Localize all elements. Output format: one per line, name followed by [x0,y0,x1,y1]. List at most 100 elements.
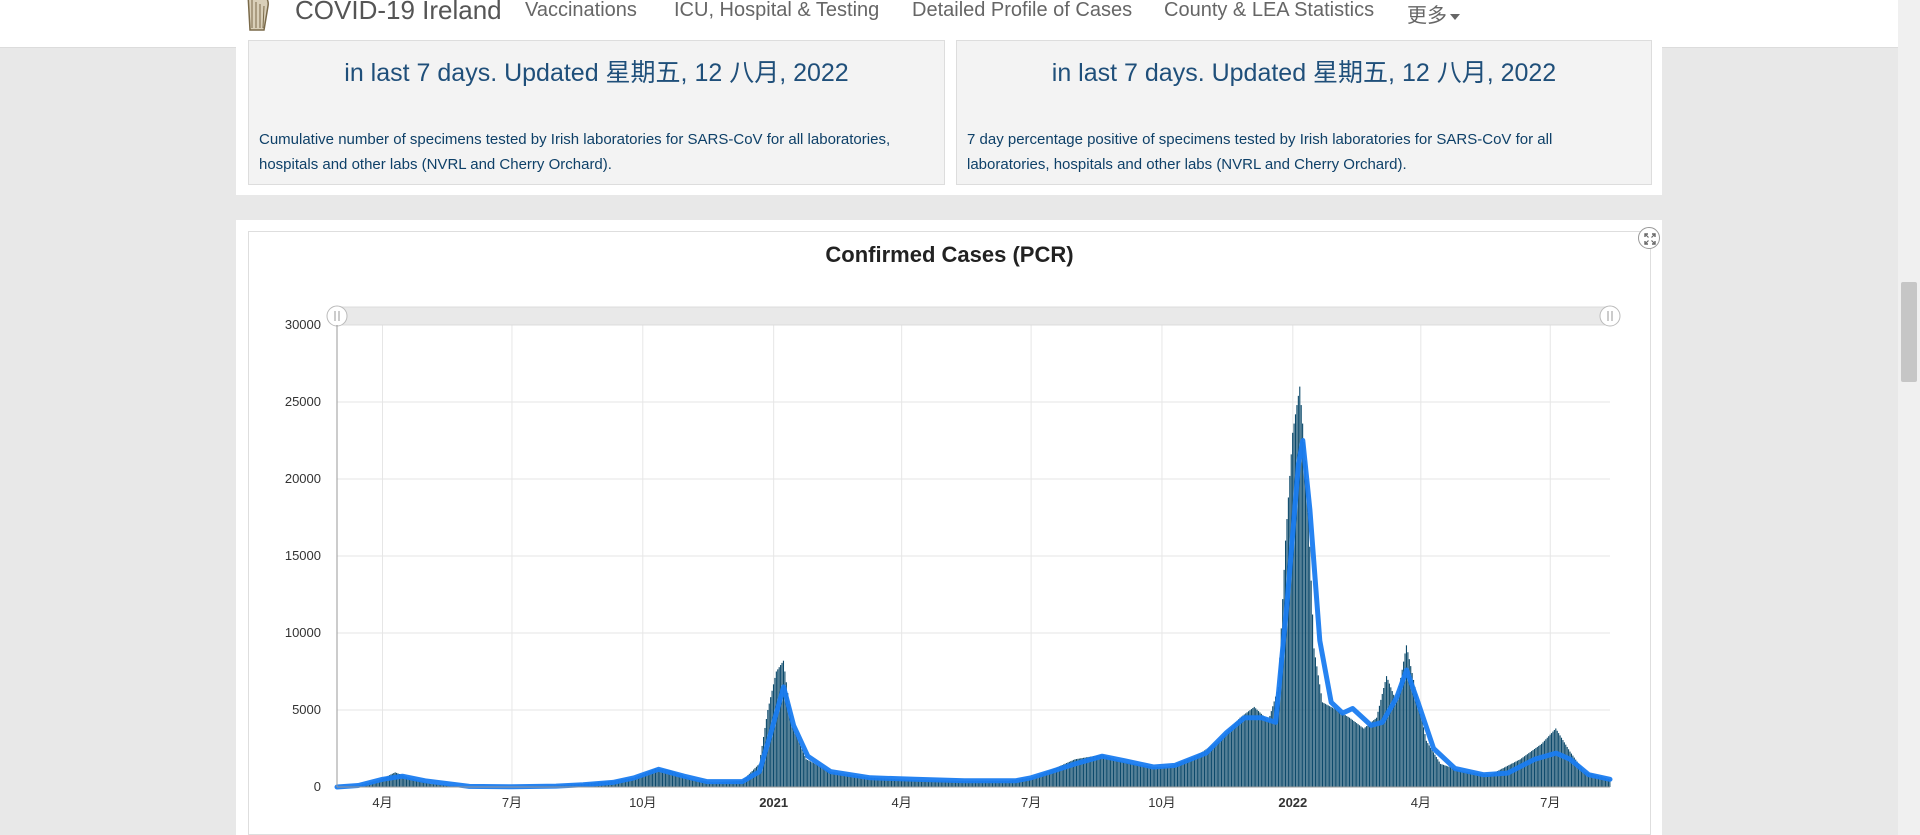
case-bar [1600,776,1602,787]
case-bar [1550,733,1553,787]
case-bar [644,772,647,787]
case-bar [1526,754,1528,787]
nav-more-dropdown[interactable]: 更多 [1407,0,1460,28]
case-bar [1137,764,1139,787]
case-bar [1026,778,1028,787]
case-bar [1491,773,1493,787]
case-bar [1078,758,1080,787]
case-bar [1504,767,1506,787]
case-bar [963,780,965,787]
case-bar [1407,652,1409,787]
case-bar [1006,780,1008,787]
case-bar [787,693,789,787]
case-bar [1381,693,1383,787]
page-scrollbar[interactable] [1898,0,1920,835]
case-bar [1038,774,1041,787]
case-bar [1282,599,1284,787]
expand-chart-button[interactable] [1638,227,1660,249]
case-bar [1509,764,1511,787]
case-bar [1084,757,1086,787]
case-bar [1208,747,1210,787]
case-bar [1370,722,1372,787]
case-bar [1280,628,1282,787]
case-bar [1519,759,1521,787]
case-bar [905,779,907,787]
nav-county-lea[interactable]: County & LEA Statistics [1164,0,1375,21]
scrollbar-thumb[interactable] [1901,282,1917,382]
case-bar [1508,765,1510,787]
case-bar [841,773,843,787]
case-bar [380,779,382,787]
case-bar [1486,774,1489,787]
case-bar [418,780,420,787]
case-bar [390,774,392,787]
stat-card-tests: in last 7 days. Updated 星期五, 12 八月, 2022… [248,40,945,185]
x-tick-label: 7月 [1021,795,1041,810]
case-bar [785,682,787,787]
case-bar [1585,772,1587,787]
case-bar [969,780,971,787]
nav-detailed-profile[interactable]: Detailed Profile of Cases [912,0,1133,21]
case-bar [755,766,758,787]
case-bar [808,760,810,787]
harp-logo-icon[interactable] [244,0,274,32]
case-bar [976,780,978,787]
nav-vaccinations[interactable]: Vaccinations [525,0,637,21]
case-bar [1393,694,1395,787]
case-bar [1471,772,1473,787]
case-bar [1203,750,1206,787]
case-bar [933,780,935,787]
case-bar [1098,755,1100,787]
case-bar [1120,760,1122,787]
case-bar [1603,777,1605,787]
case-bar [1535,747,1537,787]
case-bar [886,778,888,787]
case-bar [731,781,733,787]
case-bar [1070,761,1072,787]
case-bar [1228,730,1230,787]
case-bar [1257,711,1260,787]
case-bar [698,780,701,787]
range-handle [326,305,348,327]
case-bar [1321,702,1324,787]
case-bar [691,779,693,787]
case-bar [414,779,416,787]
case-bar [1536,746,1538,787]
case-bar [1572,755,1574,787]
case-bar [636,776,638,787]
case-bar [1356,723,1358,787]
case-bar [802,752,804,787]
case-bar [434,784,436,787]
case-bar [1201,752,1203,787]
case-bar [1000,780,1002,787]
stat-desc-positivity: 7 day percentage positive of specimens t… [967,131,1553,173]
case-bar [851,774,853,787]
case-bar [1168,766,1170,787]
case-bar [1339,711,1341,787]
case-bar [817,765,819,787]
case-bar [1276,691,1278,787]
case-bar [1023,778,1025,787]
case-bar [1213,743,1215,787]
brand-title[interactable]: COVID-19 Ireland [295,0,502,25]
case-bar [1458,770,1460,787]
case-bar [1290,454,1292,787]
case-bar [835,772,837,787]
case-bar [1011,780,1014,787]
case-bar [669,770,671,787]
case-bar [888,778,890,787]
case-bar [1502,768,1504,787]
nav-icu-hospital-testing[interactable]: ICU, Hospital & Testing [674,0,880,21]
case-bar [1107,756,1109,787]
case-bar [915,780,917,787]
case-bar [1085,757,1087,787]
case-bar [956,780,958,787]
case-bar [711,782,713,787]
case-bar [1279,657,1281,787]
case-bar [784,671,786,787]
case-bar [1543,740,1545,787]
case-bar [863,776,866,787]
case-bar [1413,679,1415,787]
case-bar [1541,743,1543,787]
range-selector[interactable] [326,305,1621,327]
